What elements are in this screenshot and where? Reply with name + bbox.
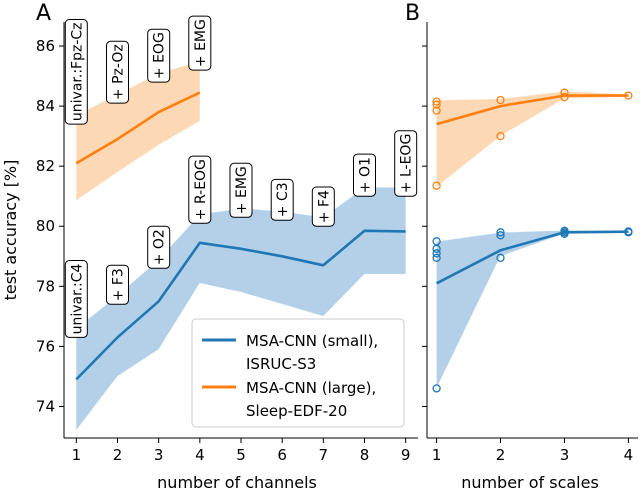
annotation-large-1: univar.:Fpz-Cz bbox=[69, 22, 85, 121]
panel-label-a: A bbox=[36, 1, 51, 26]
annotation-small-3: + O2 bbox=[152, 229, 168, 265]
x-axis-label-a: number of channels bbox=[157, 473, 317, 492]
legend-label-small-line2: ISRUC-S3 bbox=[246, 355, 316, 373]
x-tick-label-a-8: 8 bbox=[360, 446, 370, 464]
panel-label-b: B bbox=[405, 1, 420, 26]
x-tick-label-b-4: 4 bbox=[624, 446, 634, 464]
x-tick-label-a-3: 3 bbox=[154, 446, 164, 464]
point-small-11 bbox=[560, 226, 569, 235]
point-large-2 bbox=[432, 106, 441, 115]
mean-line-b-small bbox=[436, 230, 629, 285]
annotation-small-9: + L-EOG bbox=[399, 134, 415, 194]
point-small-2 bbox=[432, 253, 441, 262]
x-tick-label-a-1: 1 bbox=[72, 446, 82, 464]
legend-label-large-line1: MSA-CNN (large), bbox=[246, 379, 376, 397]
point-large-6 bbox=[496, 95, 505, 105]
point-large-7 bbox=[560, 92, 569, 102]
panel-a: univar.:C4 + F3 + O2 + R-EOG + EMG + C3 + F4 + … bbox=[36, 15, 418, 464]
x-tick-label-b-3: 3 bbox=[560, 446, 570, 464]
legend: MSA-CNN (small), ISRUC-S3 MSA-CNN (large… bbox=[191, 318, 405, 428]
legend-frame bbox=[191, 318, 405, 428]
x-axis-label-b: number of scales bbox=[461, 473, 599, 492]
annotation-box-small-8 bbox=[353, 153, 376, 197]
point-large-4 bbox=[432, 97, 441, 106]
annotation-box-large-4 bbox=[188, 15, 212, 71]
point-large-1 bbox=[432, 181, 441, 190]
band-edge-low-b-large bbox=[436, 96, 629, 188]
annotation-box-large-3 bbox=[147, 28, 171, 83]
annotation-small-6: + C3 bbox=[275, 182, 291, 217]
annotation-box-small-1 bbox=[64, 260, 88, 338]
point-small-8 bbox=[496, 228, 505, 237]
point-small-1 bbox=[432, 384, 441, 393]
band-edge-high-b-large bbox=[436, 90, 629, 101]
band-edge-high-b-small bbox=[436, 229, 629, 242]
annotation-small-7: + F4 bbox=[316, 190, 332, 223]
x-tick-label-a-2: 2 bbox=[113, 446, 123, 464]
band-b-large bbox=[436, 91, 629, 188]
legend-label-large-line2: Sleep-EDF-20 bbox=[246, 402, 347, 420]
annotation-small-2: + F3 bbox=[111, 268, 127, 301]
y-tick-label-74: 74 bbox=[36, 397, 55, 415]
band-edge-low-a-large bbox=[76, 120, 201, 202]
point-small-13 bbox=[624, 227, 633, 236]
mean-line-a-large bbox=[75, 91, 201, 165]
point-small-6 bbox=[496, 253, 505, 262]
annotation-large-3: + EOG bbox=[152, 32, 168, 79]
panel-b: 1 2 3 4 bbox=[422, 22, 638, 464]
x-tick-label-b-2: 2 bbox=[496, 446, 506, 464]
x-tick-label-a-9: 9 bbox=[401, 446, 411, 464]
point-large-5 bbox=[496, 131, 505, 141]
mean-line-b-large bbox=[436, 94, 629, 126]
annotation-box-small-3 bbox=[147, 225, 171, 269]
annotation-box-small-9 bbox=[394, 130, 418, 197]
x-tick-label-b-1: 1 bbox=[432, 446, 442, 464]
y-tick-label-82: 82 bbox=[36, 157, 55, 175]
annotation-small-1: univar.:C4 bbox=[69, 263, 85, 334]
band-edge-high-a-large bbox=[76, 60, 200, 116]
mean-line-a-small bbox=[75, 229, 406, 381]
annotation-small-5: + EMG bbox=[234, 166, 250, 214]
annotation-box-large-1 bbox=[64, 19, 88, 125]
y-tick-label-86: 86 bbox=[36, 37, 55, 55]
x-tick-label-a-6: 6 bbox=[277, 446, 287, 464]
y-tick-label-84: 84 bbox=[36, 97, 55, 115]
y-tick-label-76: 76 bbox=[36, 337, 55, 355]
x-tick-label-a-5: 5 bbox=[236, 446, 246, 464]
x-tick-label-a-7: 7 bbox=[319, 446, 329, 464]
legend-label-small-line1: MSA-CNN (small), bbox=[246, 332, 378, 350]
point-large-3 bbox=[432, 100, 441, 109]
point-small-5 bbox=[432, 237, 441, 246]
annotation-box-small-2 bbox=[106, 264, 129, 305]
x-tick-label-a-4: 4 bbox=[195, 446, 205, 464]
annotation-box-small-4 bbox=[188, 155, 212, 224]
annotation-small-4: + R-EOG bbox=[193, 159, 209, 220]
band-a-large bbox=[76, 61, 200, 201]
annotation-large-4: + EMG bbox=[193, 19, 209, 67]
annotation-box-small-7 bbox=[311, 186, 335, 227]
annotation-box-small-6 bbox=[270, 178, 294, 221]
annotation-large-2: + Pz-Oz bbox=[111, 44, 127, 100]
band-a-small bbox=[76, 187, 406, 431]
point-small-7 bbox=[496, 231, 505, 240]
annotation-box-large-2 bbox=[106, 40, 129, 104]
y-tick-label-80: 80 bbox=[36, 217, 55, 235]
y-tick-label-78: 78 bbox=[36, 277, 55, 295]
annotation-box-small-5 bbox=[229, 162, 253, 218]
band-b-small bbox=[436, 230, 629, 389]
point-large-9 bbox=[624, 91, 633, 100]
annotation-small-8: + O1 bbox=[358, 157, 374, 193]
band-edge-low-a-small bbox=[75, 273, 406, 431]
point-large-8 bbox=[560, 88, 569, 97]
y-axis-label: test accuracy [%] bbox=[1, 160, 20, 301]
point-small-3 bbox=[432, 249, 441, 258]
